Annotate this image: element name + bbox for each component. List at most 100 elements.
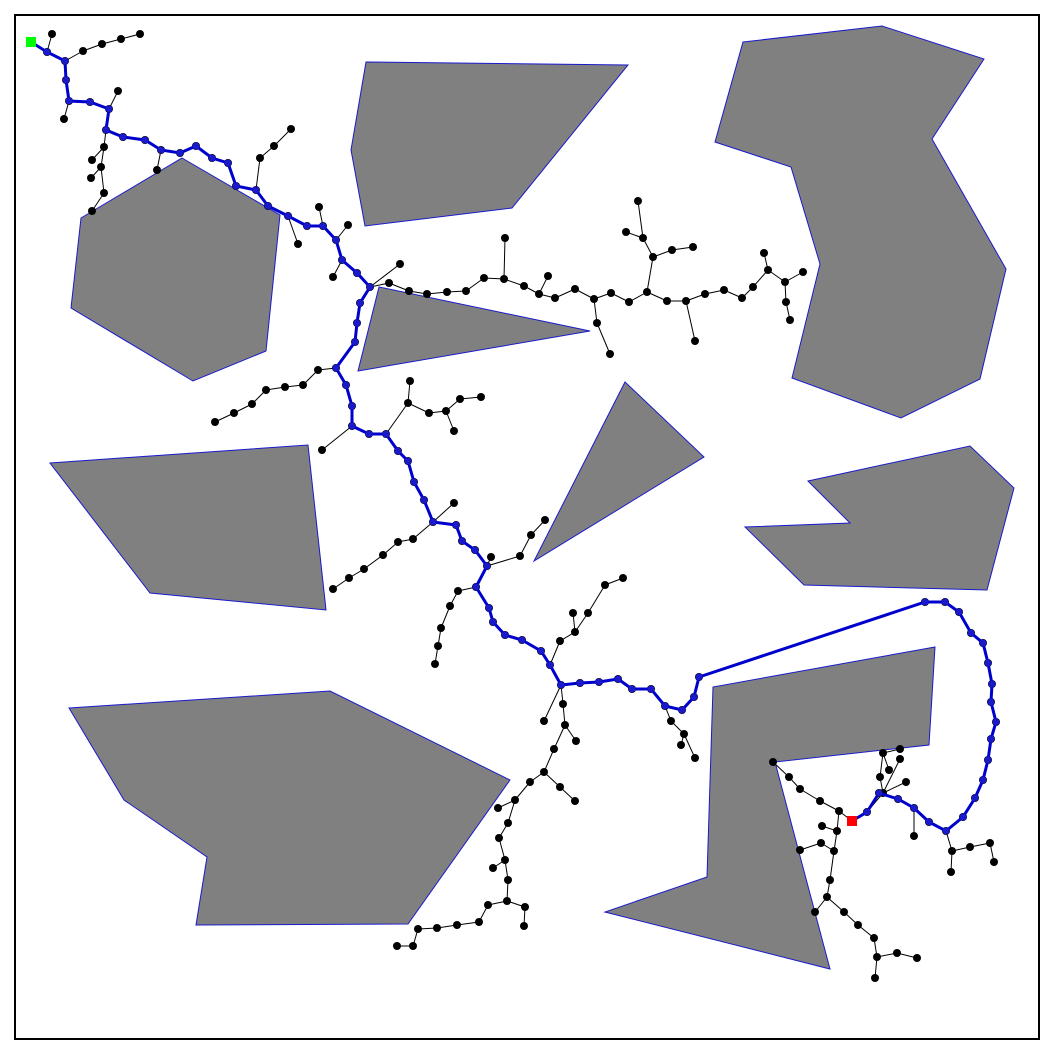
path-node [348, 402, 356, 410]
tree-node [504, 876, 512, 884]
tree-node [248, 400, 256, 408]
path-node [366, 283, 374, 291]
endpoints-layer [26, 37, 857, 826]
tree-node [446, 602, 454, 610]
tree-node [396, 260, 404, 268]
tree-node [902, 778, 910, 786]
path-node [353, 319, 361, 327]
tree-node [873, 953, 881, 961]
tree-node [796, 785, 804, 793]
tree-node [816, 797, 824, 805]
path-node [483, 562, 491, 570]
tree-node [893, 949, 901, 957]
path-node [661, 702, 669, 710]
tree-node [910, 832, 918, 840]
path-node [910, 804, 918, 812]
path-node [353, 269, 361, 277]
tree-node [526, 778, 534, 786]
path-node [979, 776, 987, 784]
tree-node [876, 773, 884, 781]
tree-node [782, 298, 790, 306]
path-node [410, 478, 418, 486]
tree-node [786, 316, 794, 324]
path-node [992, 718, 1000, 726]
tree-node [823, 893, 831, 901]
tree-node [840, 908, 848, 916]
tree-node [315, 203, 323, 211]
tree-node [501, 856, 509, 864]
tree-node [98, 40, 106, 48]
tree-node [691, 754, 699, 762]
tree-node [79, 47, 87, 55]
tree-edge [100, 166, 105, 194]
path-node [988, 680, 996, 688]
path-node [690, 693, 698, 701]
tree-node [516, 552, 524, 560]
tree-node [796, 846, 804, 854]
tree-node [607, 289, 615, 297]
path-node [338, 256, 346, 264]
tree-node [799, 268, 807, 276]
tree-node [484, 901, 492, 909]
path-node [65, 97, 73, 105]
tree-node [494, 804, 502, 812]
tree-node [520, 922, 528, 930]
tree-node [270, 142, 278, 150]
tree-node [406, 377, 414, 385]
path-node [925, 818, 933, 826]
tree-node [117, 35, 125, 43]
tree-node [287, 125, 295, 133]
path-node [984, 659, 992, 667]
tree-node [379, 551, 387, 559]
tree-node [572, 737, 580, 745]
tree-node [590, 295, 598, 303]
tree-node [601, 581, 609, 589]
path-node [518, 636, 526, 644]
tree-node [393, 942, 401, 950]
tree-node [639, 234, 647, 242]
tree-node [100, 189, 108, 197]
obstacle-polygon [350, 61, 630, 227]
tree-node [535, 290, 543, 298]
goal-marker [847, 816, 857, 826]
tree-node [720, 286, 728, 294]
tree-node [88, 207, 96, 215]
tree-node [503, 897, 511, 905]
tree-edge [507, 799, 516, 824]
path-node [678, 706, 686, 714]
path-node [501, 631, 509, 639]
tree-edge [543, 684, 562, 722]
tree-node [431, 660, 439, 668]
tree-node [643, 288, 651, 296]
tree-node [818, 822, 826, 830]
path-node [141, 136, 149, 144]
path-node [955, 608, 963, 616]
tree-node [769, 758, 777, 766]
path-node [394, 447, 402, 455]
tree-node [541, 516, 549, 524]
path-node [192, 142, 200, 150]
tree-node [211, 418, 219, 426]
path-node [232, 182, 240, 190]
tree-node [256, 154, 264, 162]
tree-node [738, 294, 746, 302]
tree-node [487, 553, 495, 561]
path-node [86, 98, 94, 106]
path-node [894, 795, 902, 803]
path-node [987, 698, 995, 706]
tree-node [385, 279, 393, 287]
tree-node [409, 535, 417, 543]
tree-node [947, 868, 955, 876]
tree-node [896, 745, 904, 753]
tree-node [60, 115, 68, 123]
tree-edge [646, 256, 654, 293]
tree-edge [503, 237, 506, 280]
tree-node [606, 350, 614, 358]
tree-node [475, 918, 483, 926]
tree-node [409, 942, 417, 950]
tree-node [571, 797, 579, 805]
path-node [695, 673, 703, 681]
tree-node [540, 768, 548, 776]
tree-node [559, 700, 567, 708]
